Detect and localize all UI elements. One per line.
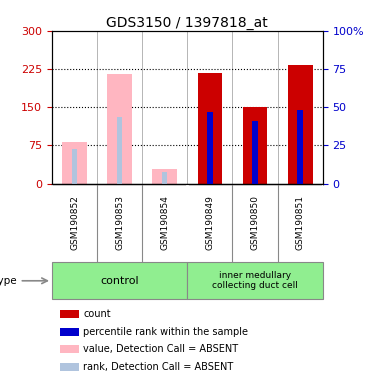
Text: GSM190853: GSM190853 [115,195,124,250]
Bar [62,142,87,184]
Bar [60,363,79,371]
Text: GSM190851: GSM190851 [296,195,305,250]
Bar [152,169,177,184]
Text: GSM190850: GSM190850 [250,195,260,250]
Bar [288,65,313,184]
Bar [107,74,132,184]
Bar [60,310,79,318]
Text: value, Detection Call = ABSENT: value, Detection Call = ABSENT [83,344,238,354]
Title: GDS3150 / 1397818_at: GDS3150 / 1397818_at [106,16,268,30]
Bar [162,172,167,184]
Bar [298,110,303,184]
Text: rank, Detection Call = ABSENT: rank, Detection Call = ABSENT [83,362,233,372]
Bar [72,149,77,184]
Text: control: control [100,276,139,286]
Text: GSM190854: GSM190854 [160,195,169,250]
Bar [52,262,187,300]
Text: count: count [83,309,111,319]
Bar [252,121,258,184]
Bar [60,346,79,354]
Bar [243,107,267,184]
Bar [60,328,79,336]
Text: inner medullary
collecting duct cell: inner medullary collecting duct cell [212,271,298,290]
Bar [117,118,122,184]
Text: GSM190849: GSM190849 [206,195,214,250]
Text: percentile rank within the sample: percentile rank within the sample [83,327,248,337]
Bar [187,262,323,300]
Bar [197,73,222,184]
Text: GSM190852: GSM190852 [70,195,79,250]
Bar [207,112,213,184]
Text: cell type: cell type [0,276,17,286]
